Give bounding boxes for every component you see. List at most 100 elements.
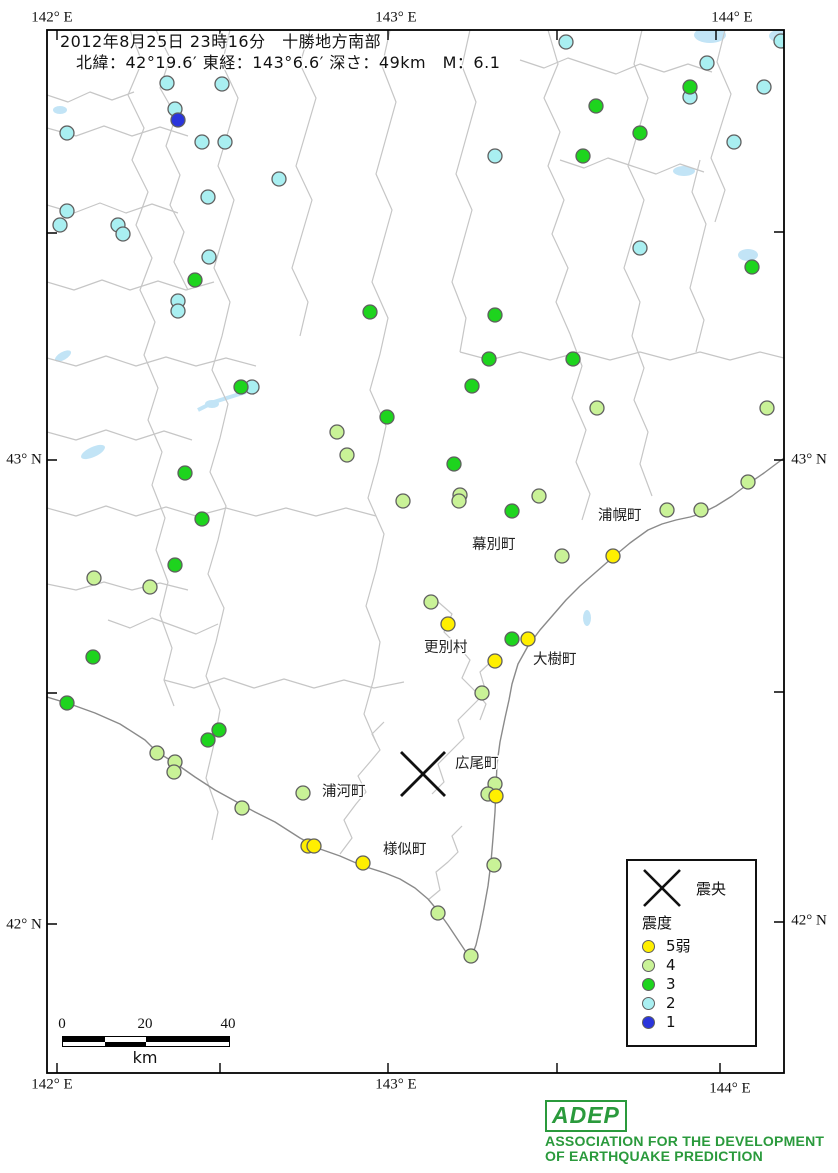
scale-bar-graphic (62, 1036, 230, 1047)
place-label: 幕別町 (472, 536, 516, 553)
station-marker-intensity-2 (200, 189, 216, 205)
station-marker-intensity-3 (187, 272, 203, 288)
axis-ticks (47, 30, 784, 1073)
adep-logo-line2: OF EARTHQUAKE PREDICTION (545, 1149, 763, 1164)
station-marker-intensity-3 (504, 631, 520, 647)
legend-epicenter-label: 震央 (696, 879, 727, 898)
station-marker-intensity-5弱 (488, 788, 504, 804)
station-marker-intensity-3 (59, 695, 75, 711)
station-marker-intensity-4 (423, 594, 439, 610)
legend-item-1: 1 (642, 1013, 755, 1031)
adep-logo: ADEP ASSOCIATION FOR THE DEVELOPMENT OF … (545, 1100, 824, 1164)
municipal-boundaries (47, 30, 784, 901)
station-marker-intensity-3 (194, 511, 210, 527)
station-marker-intensity-3 (177, 465, 193, 481)
legend-item-label: 3 (666, 975, 676, 993)
station-marker-intensity-4 (531, 488, 547, 504)
intensity-3-swatch (642, 977, 655, 991)
axis-label-top-144e: 144° E (711, 9, 753, 26)
station-marker-intensity-2 (726, 134, 742, 150)
station-marker-intensity-4 (589, 400, 605, 416)
station-marker-intensity-4 (451, 493, 467, 509)
epicenter-x-icon (643, 869, 681, 907)
axis-label-left-43n: 43° N (6, 451, 42, 468)
station-marker-intensity-4 (395, 493, 411, 509)
station-marker-intensity-2 (217, 134, 233, 150)
station-marker-intensity-2 (699, 55, 715, 71)
title-hypocenter-info: 北緯：42°19.6′ 東経：143°6.6′ 深さ：49km M：6.1 (76, 53, 501, 72)
station-marker-intensity-2 (115, 226, 131, 242)
axis-label-left-42n: 42° N (6, 916, 42, 933)
station-marker-intensity-2 (52, 217, 68, 233)
station-marker-intensity-2 (773, 33, 784, 49)
station-markers (52, 33, 784, 964)
legend-item-label: 2 (666, 994, 676, 1012)
station-marker-intensity-2 (159, 75, 175, 91)
station-marker-intensity-1 (170, 112, 186, 128)
station-marker-intensity-4 (740, 474, 756, 490)
station-marker-intensity-5弱 (487, 653, 503, 669)
axis-label-top-143e: 143° E (375, 9, 417, 26)
station-marker-intensity-2 (214, 76, 230, 92)
station-marker-intensity-2 (271, 171, 287, 187)
station-marker-intensity-2 (170, 303, 186, 319)
station-marker-intensity-3 (167, 557, 183, 573)
legend-item-3: 3 (642, 975, 755, 993)
legend-item-5weak: 5弱 (642, 939, 755, 954)
axis-label-bottom-144e: 144° E (709, 1080, 751, 1097)
station-marker-intensity-4 (474, 685, 490, 701)
station-marker-intensity-5弱 (520, 631, 536, 647)
station-marker-intensity-4 (339, 447, 355, 463)
station-marker-intensity-2 (487, 148, 503, 164)
station-marker-intensity-3 (565, 351, 581, 367)
station-marker-intensity-4 (166, 764, 182, 780)
intensity-2-swatch (642, 996, 655, 1010)
station-marker-intensity-4 (554, 548, 570, 564)
earthquake-title: 2012年8月25日 23時16分 十勝地方南部 北緯：42°19.6′ 東経：… (60, 31, 500, 73)
station-marker-intensity-3 (211, 722, 227, 738)
station-marker-intensity-4 (659, 502, 675, 518)
station-marker-intensity-3 (446, 456, 462, 472)
legend-item-4: 4 (642, 956, 755, 974)
place-label: 広尾町 (455, 755, 499, 772)
station-marker-intensity-4 (295, 785, 311, 801)
intensity-5weak-swatch (642, 939, 655, 953)
epicenter-x-icon (400, 751, 446, 797)
legend-item-label: 1 (666, 1013, 676, 1031)
axis-label-bottom-143e: 143° E (375, 1076, 417, 1093)
station-marker-intensity-4 (149, 745, 165, 761)
intensity-1-swatch (642, 1015, 655, 1029)
scale-tick-40: 40 (220, 1016, 236, 1032)
legend-item-2: 2 (642, 994, 755, 1012)
station-marker-intensity-4 (142, 579, 158, 595)
legend-item-label: 4 (666, 956, 676, 974)
station-marker-intensity-3 (464, 378, 480, 394)
axis-label-right-42n: 42° N (791, 912, 827, 929)
place-label: 様似町 (383, 841, 427, 858)
legend-epicenter-row: 震央 (640, 866, 755, 910)
adep-logo-line1: ASSOCIATION FOR THE DEVELOPMENT (545, 1134, 825, 1149)
legend-intensity-title: 震度 (642, 914, 673, 932)
station-marker-intensity-3 (575, 148, 591, 164)
scale-tick-0: 0 (58, 1016, 66, 1032)
station-marker-intensity-5弱 (440, 616, 456, 632)
station-marker-intensity-3 (682, 79, 698, 95)
axis-label-bottom-142e: 142° E (31, 1076, 73, 1093)
adep-logo-box: ADEP (545, 1100, 627, 1132)
station-marker-intensity-2 (59, 203, 75, 219)
station-marker-intensity-4 (234, 800, 250, 816)
place-label: 浦河町 (322, 783, 366, 800)
water-bodies (53, 30, 784, 626)
station-marker-intensity-5弱 (306, 838, 322, 854)
station-marker-intensity-3 (233, 379, 249, 395)
station-marker-intensity-5弱 (605, 548, 621, 564)
station-marker-intensity-2 (756, 79, 772, 95)
station-marker-intensity-4 (86, 570, 102, 586)
station-marker-intensity-3 (362, 304, 378, 320)
scale-unit-label: km (132, 1048, 158, 1067)
station-marker-intensity-4 (430, 905, 446, 921)
title-date-region: 2012年8月25日 23時16分 十勝地方南部 (60, 32, 382, 51)
